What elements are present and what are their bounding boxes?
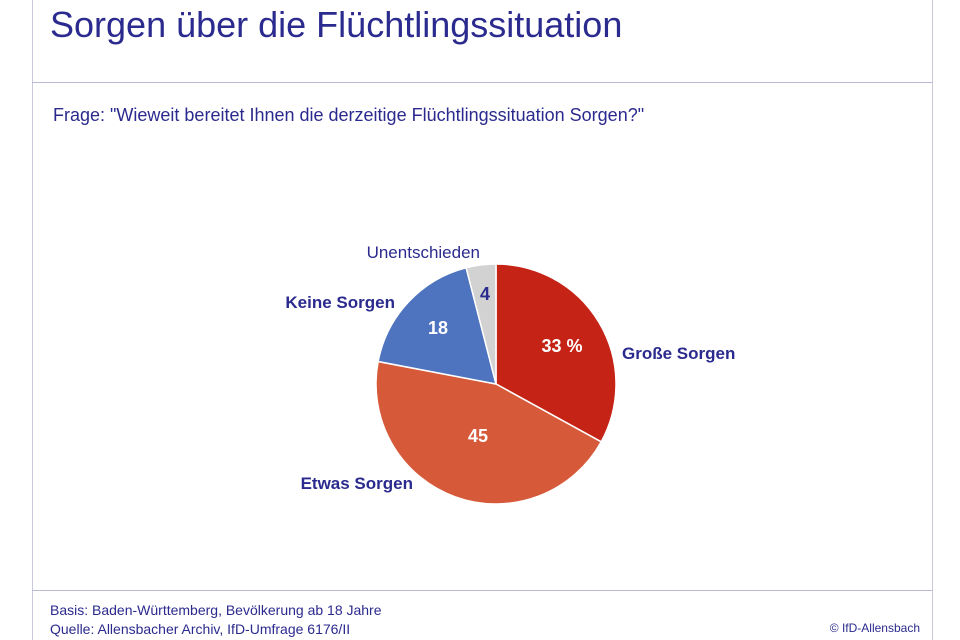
page-title: Sorgen über die Flüchtlingssituation <box>50 4 623 45</box>
frame-left-border <box>32 0 33 640</box>
pie-slice-grosse-sorgen <box>495 263 617 443</box>
header-divider <box>32 82 933 83</box>
slice-value-unentschieden: 4 <box>480 284 490 304</box>
footer-copyright: © IfD-Allensbach <box>829 621 920 635</box>
slice-label-unentschieden: Unentschieden <box>367 243 480 262</box>
footer-source: Quelle: Allensbacher Archiv, IfD-Umfrage… <box>50 621 351 637</box>
pie-slice-unentschieden <box>465 263 497 385</box>
pie-slice-keine-sorgen <box>377 266 498 385</box>
slice-label-grosse-sorgen: Große Sorgen <box>622 344 735 363</box>
footer-divider <box>32 590 933 591</box>
survey-question: Frage: "Wieweit bereitet Ihnen die derze… <box>53 105 645 125</box>
slice-value-grosse-sorgen: 33 % <box>541 336 582 356</box>
footer-basis: Basis: Baden-Württemberg, Bevölkerung ab… <box>50 602 382 618</box>
pie-slice-etwas-sorgen <box>375 360 603 505</box>
slice-label-keine-sorgen: Keine Sorgen <box>285 293 395 312</box>
slice-value-keine-sorgen: 18 <box>428 318 448 338</box>
slice-value-etwas-sorgen: 45 <box>468 426 488 446</box>
slice-label-etwas-sorgen: Etwas Sorgen <box>301 474 413 493</box>
frame-right-border <box>932 0 933 640</box>
